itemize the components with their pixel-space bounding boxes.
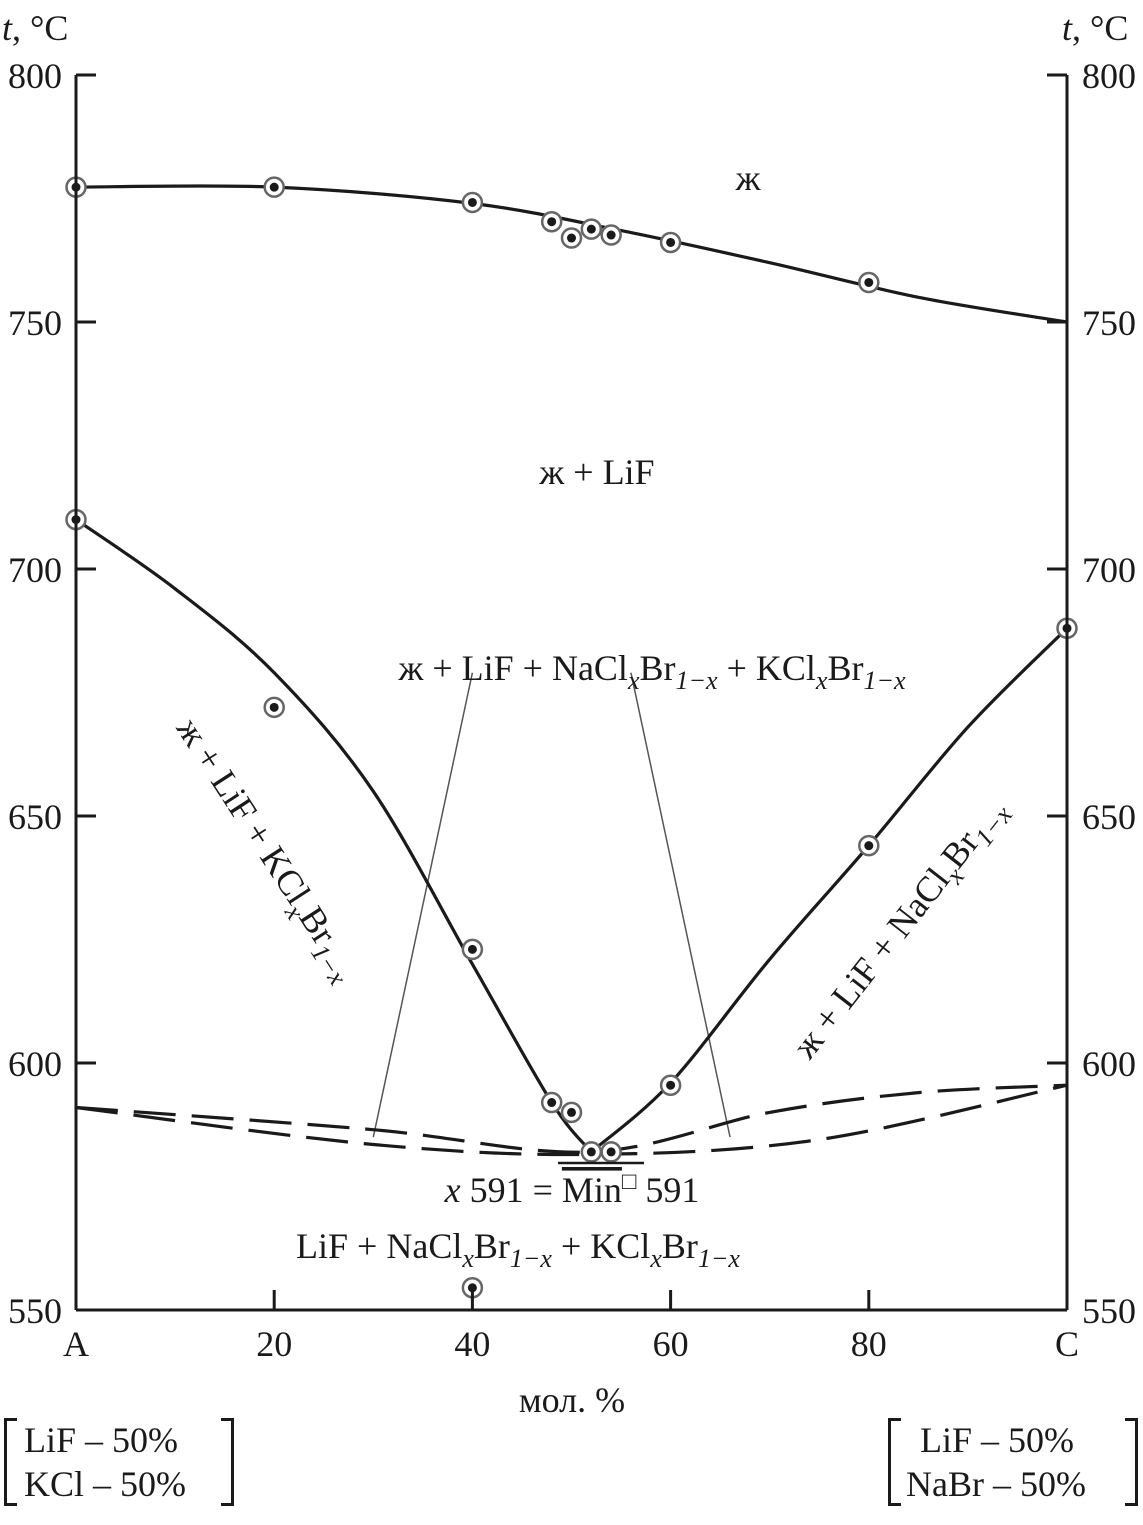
label-liquid: ж <box>735 158 762 198</box>
component-right-line-2: NaBr – 50% <box>906 1464 1086 1504</box>
label-minimum: x 591 = Min□ 591 <box>444 1169 700 1210</box>
bracket-left <box>4 1418 17 1506</box>
y-tick-label-left: 800 <box>8 56 62 96</box>
leader-line <box>372 672 474 1138</box>
data-point <box>560 227 583 249</box>
component-right-line-1: LiF – 50% <box>920 1420 1075 1460</box>
y-axis-label-right: t, °C <box>1062 8 1128 48</box>
data-point <box>858 834 880 857</box>
component-box-left: LiF – 50% KCl – 50% <box>4 1418 234 1506</box>
label-liquid-lif: ж + LiF <box>538 452 654 492</box>
x-tick-label: A <box>63 1324 89 1364</box>
y-tick-label-right: 750 <box>1082 303 1136 343</box>
leader-line <box>630 672 731 1138</box>
label-left-region: ж + LiF + KClxBr1−x <box>162 710 367 991</box>
ticks: 550 550 600 600 650 650 700 700 750 750 800 800 A 20 4… <box>8 56 1136 1364</box>
data-point <box>600 1141 622 1163</box>
x-axis-label: мол. % <box>519 1380 625 1420</box>
liquidus-line <box>75 518 593 1153</box>
data-point <box>659 1074 682 1096</box>
data-point <box>263 696 285 719</box>
y-tick-label-left: 750 <box>8 303 62 343</box>
label-solid-region: LiF + NaClxBr1−x + KClxBr1−x <box>296 1226 740 1273</box>
bracket-right <box>221 1418 234 1506</box>
data-point <box>540 1091 563 1114</box>
component-left-line-2: KCl – 50% <box>24 1464 186 1504</box>
x-tick-label: 60 <box>653 1324 689 1364</box>
dashed-solidus-line <box>75 1083 1068 1157</box>
data-point <box>461 938 484 961</box>
data-point <box>858 271 880 294</box>
data-point <box>540 210 563 233</box>
data-point <box>580 1141 603 1163</box>
y-tick-label-left: 700 <box>8 550 62 590</box>
liquidus-line <box>75 184 1068 324</box>
data-point <box>659 231 682 254</box>
liquidus-line <box>590 627 1069 1154</box>
y-tick-label-right: 800 <box>1082 56 1136 96</box>
y-tick-label-right: 650 <box>1082 797 1136 837</box>
x-tick-label: C <box>1055 1324 1079 1364</box>
plot-points <box>65 176 1078 1299</box>
y-tick-label-right: 550 <box>1082 1291 1136 1331</box>
x-tick-label: 20 <box>256 1324 292 1364</box>
y-tick-label-left: 650 <box>8 797 62 837</box>
y-tick-label-left: 550 <box>8 1291 62 1331</box>
component-left-line-1: LiF – 50% <box>24 1420 179 1460</box>
bracket-left <box>888 1418 901 1506</box>
component-box-right: LiF – 50% NaBr – 50% <box>888 1418 1138 1506</box>
x-tick-label: 40 <box>454 1324 490 1364</box>
data-point <box>461 191 484 214</box>
label-ternary-eutectic-region: ж + LiF + NaClxBr1−x + KClxBr1−x <box>397 648 906 695</box>
bracket-right <box>1125 1418 1138 1506</box>
y-tick-label-right: 700 <box>1082 550 1136 590</box>
data-point <box>263 176 285 198</box>
x-tick-label: 80 <box>851 1324 887 1364</box>
data-point <box>580 218 603 240</box>
y-tick-label-right: 600 <box>1082 1044 1136 1084</box>
y-tick-label-left: 600 <box>8 1044 62 1084</box>
data-point <box>600 224 622 246</box>
data-point <box>560 1101 583 1124</box>
dashed-solidus-line <box>75 1083 1068 1154</box>
label-right-region: ж + LiF + NaClxBr1−x <box>784 789 1018 1071</box>
axes <box>74 75 1069 1312</box>
y-axis-label-left: t, °C <box>2 8 68 48</box>
